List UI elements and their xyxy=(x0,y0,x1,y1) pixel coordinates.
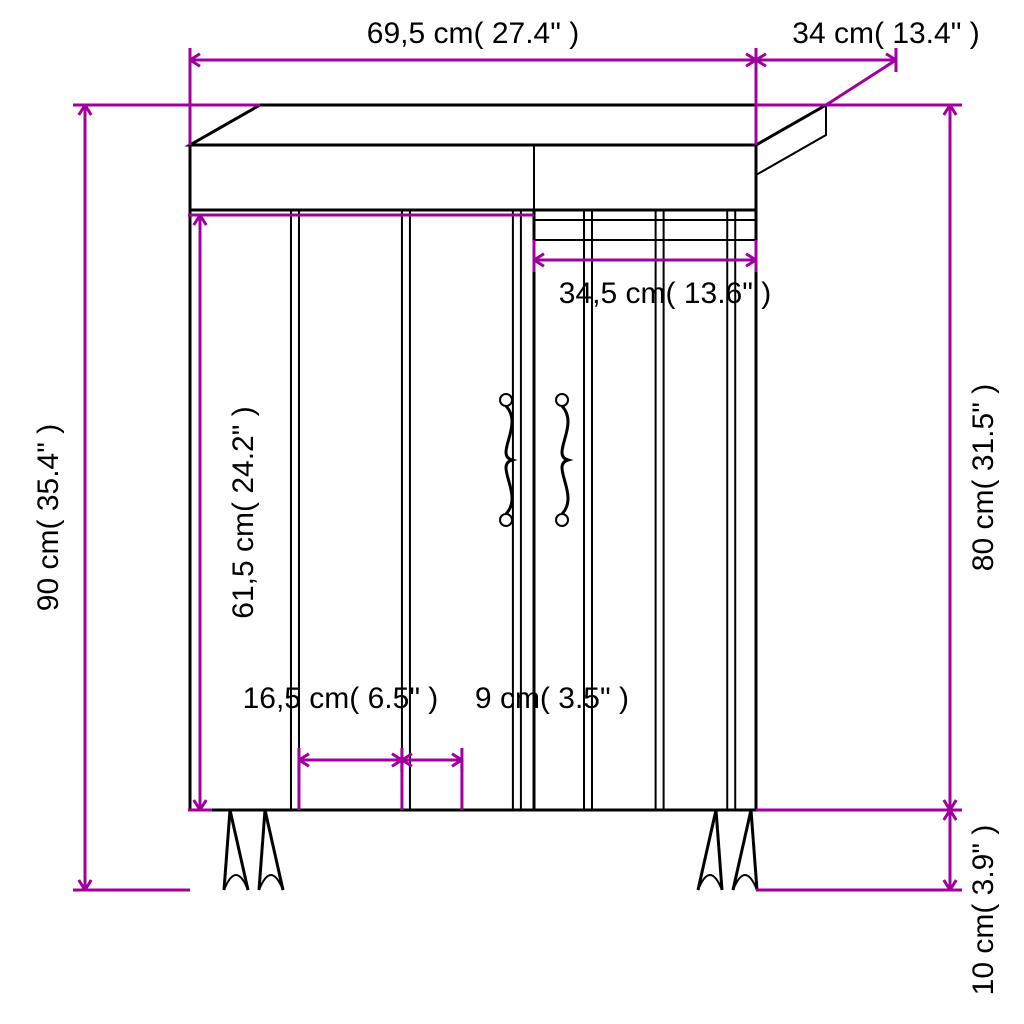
dim-body-height: 80 cm( 31.5" ) xyxy=(967,384,1000,571)
dimension-diagram: 69,5 cm( 27.4" ) 34 cm( 13.4" ) 34,5 cm( 1… xyxy=(0,0,1024,1024)
dim-width: 69,5 cm( 27.4" ) xyxy=(367,17,579,50)
dim-panel-a: 16,5 cm( 6.5" ) xyxy=(243,682,439,715)
dim-door-height: 61,5 cm( 24.2" ) xyxy=(227,406,260,618)
dim-total-height: 90 cm( 35.4" ) xyxy=(32,424,65,611)
dim-depth: 34 cm( 13.4" ) xyxy=(792,17,979,50)
dim-panel-b: 9 cm( 3.5" ) xyxy=(475,682,629,715)
dim-inner-width: 34,5 cm( 13.6" ) xyxy=(559,277,771,310)
dim-legs-height: 10 cm( 3.9" ) xyxy=(967,825,1000,996)
